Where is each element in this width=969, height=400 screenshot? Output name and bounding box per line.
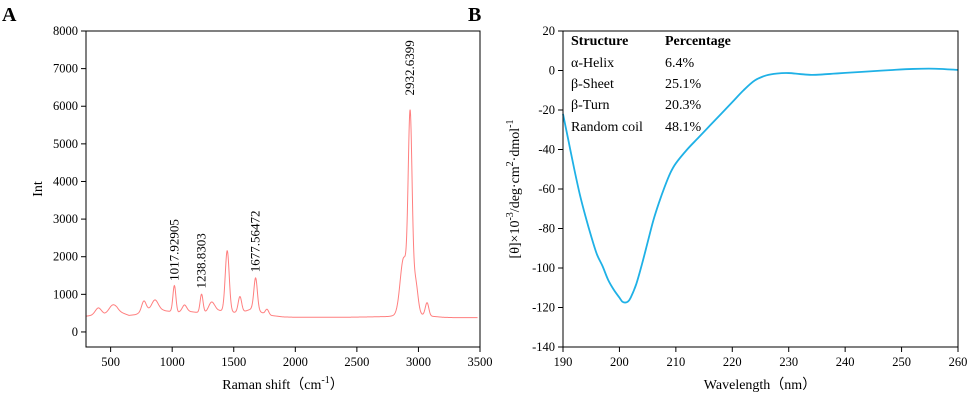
- x-tick-label: 250: [892, 355, 911, 369]
- y-tick-label: 0: [549, 64, 555, 78]
- raman-chart: 500 1000 1500 2000 2500 3000 3500 0 1000 2000 3000…: [31, 24, 493, 393]
- x-tick-label: 2000: [283, 355, 308, 369]
- y-tick-label: -140: [532, 340, 555, 354]
- x-tick-label: 220: [723, 355, 742, 369]
- x-tick-label: 1500: [221, 355, 246, 369]
- x-tick-label: 500: [101, 355, 120, 369]
- x-tick-label: 2500: [344, 355, 369, 369]
- x-tick-label: 210: [666, 355, 685, 369]
- y-tick-label: 4000: [53, 174, 78, 188]
- x-tick-label: 3500: [468, 355, 493, 369]
- raman-axis-ticks: 500 1000 1500 2000 2500 3000 3500 0 1000 2000 3000…: [53, 24, 493, 369]
- y-tick-label: 8000: [53, 24, 78, 38]
- table-row-structure: Random coil: [571, 120, 643, 135]
- table-row-structure: β-Turn: [571, 98, 610, 113]
- secondary-structure-table: Structure Percentage α-Helix 6.4% β-Shee…: [571, 34, 731, 135]
- y-tick-label: -60: [538, 182, 555, 196]
- x-tick-label: 3000: [406, 355, 431, 369]
- peak-label: 1017.92905: [166, 219, 181, 281]
- x-tick-label: 240: [836, 355, 855, 369]
- raman-plot-frame: [85, 30, 481, 348]
- y-tick-label: 3000: [53, 212, 78, 226]
- y-tick-label: -80: [538, 222, 555, 236]
- cd-chart: 190 200 210 220 230 240 250 260200-20-40-60-80-…: [505, 24, 967, 393]
- cd-x-axis-title: Wavelength（nm）: [704, 377, 816, 393]
- y-tick-label: 0: [72, 325, 78, 339]
- y-tick-label: -40: [538, 143, 555, 157]
- y-tick-label: -100: [532, 261, 555, 275]
- table-header-percentage: Percentage: [665, 34, 731, 49]
- raman-y-axis-title: Int: [31, 181, 46, 197]
- x-tick-label: 200: [610, 355, 629, 369]
- peak-label: 1238.8303: [194, 233, 209, 288]
- cd-y-axis-title: [θ]×10-3/deg·cm2·dmol-1: [505, 120, 523, 259]
- y-tick-label: 5000: [53, 137, 78, 151]
- table-row-percentage: 20.3%: [665, 98, 702, 113]
- cd-plot-frame: [562, 30, 959, 348]
- x-tick-label: 1000: [160, 355, 185, 369]
- table-row-percentage: 25.1%: [665, 77, 702, 92]
- table-header-structure: Structure: [571, 34, 628, 49]
- raman-x-axis-title: Raman shift（cm-1）: [222, 375, 344, 393]
- y-tick-label: -20: [538, 103, 555, 117]
- y-tick-label: 20: [543, 24, 556, 38]
- panel-label-b: B: [468, 4, 481, 26]
- panel-label-a: A: [2, 4, 17, 26]
- y-tick-label: 1000: [53, 287, 78, 301]
- x-tick-label: 190: [554, 355, 573, 369]
- raman-peak-annotations: 1017.92905 1238.8303 1677.56472 2932.6399: [166, 40, 417, 288]
- x-tick-label: 260: [949, 355, 968, 369]
- y-tick-label: -120: [532, 301, 555, 315]
- peak-label: 1677.56472: [248, 211, 263, 273]
- x-tick-label: 230: [779, 355, 798, 369]
- raman-spectrum-line: [85, 109, 478, 319]
- peak-label: 2932.6399: [402, 40, 417, 95]
- table-row-percentage: 48.1%: [665, 120, 702, 135]
- y-tick-label: 6000: [53, 99, 78, 113]
- cd-axis-ticks: 190 200 210 220 230 240 250 260200-20-40-60-80-…: [532, 24, 967, 369]
- table-row-percentage: 6.4%: [665, 56, 695, 71]
- table-row-structure: β-Sheet: [571, 77, 614, 92]
- y-tick-label: 2000: [53, 250, 78, 264]
- table-row-structure: α-Helix: [571, 56, 614, 71]
- y-tick-label: 7000: [53, 62, 78, 76]
- cd-spectrum-line: [562, 67, 959, 304]
